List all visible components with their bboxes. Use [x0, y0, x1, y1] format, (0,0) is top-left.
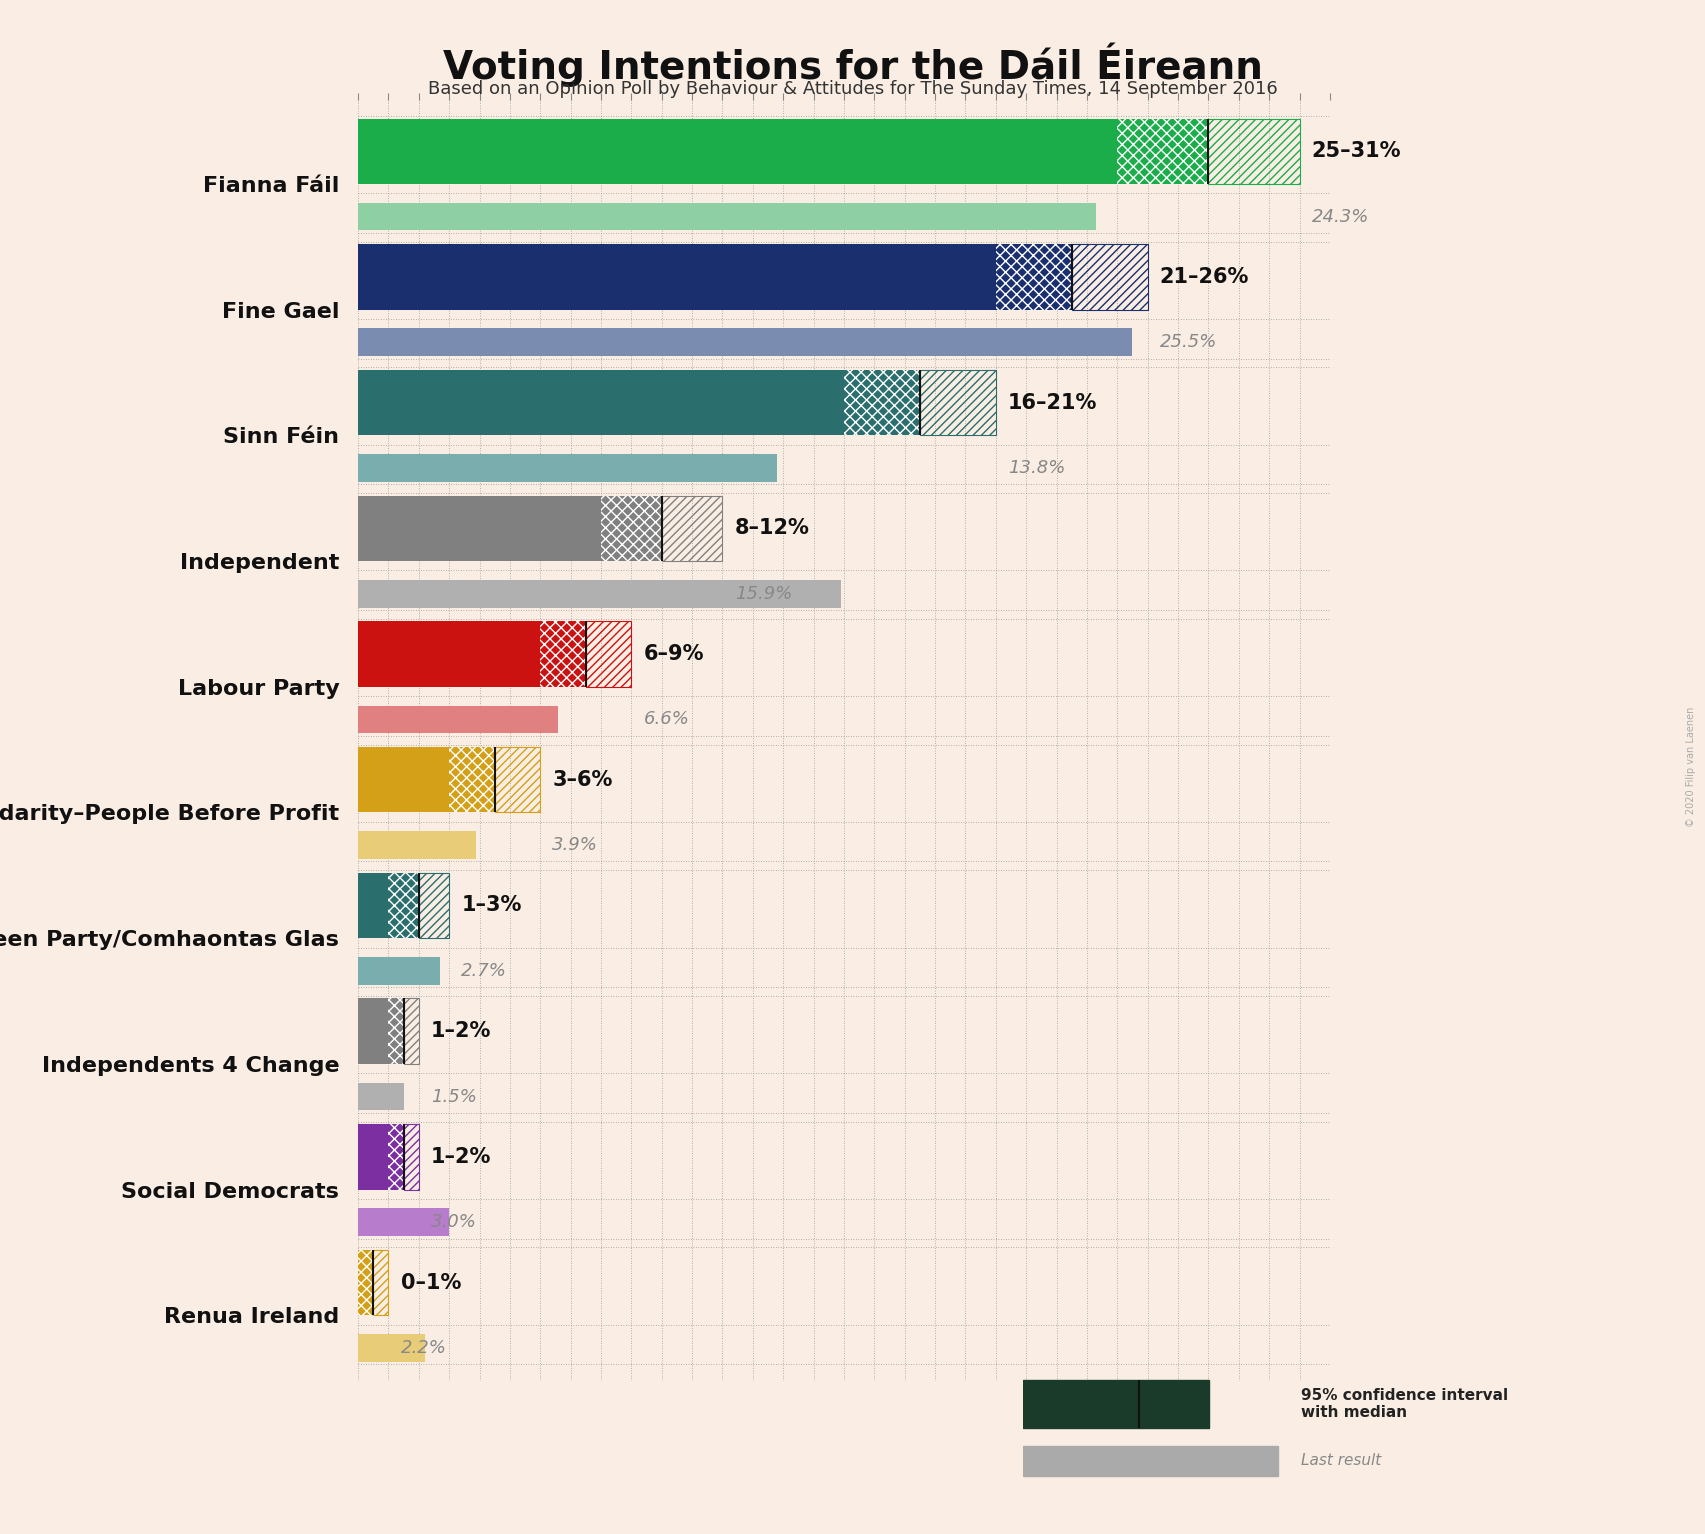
Bar [1023, 1381, 1139, 1428]
Text: 13.8%: 13.8% [1008, 459, 1066, 477]
Bar [1072, 244, 1147, 310]
Bar [358, 118, 1117, 184]
Bar [587, 621, 631, 687]
Bar [389, 1124, 404, 1189]
Bar [358, 999, 389, 1065]
Text: Voting Intentions for the Dáil Éireann: Voting Intentions for the Dáil Éireann [443, 43, 1262, 87]
Bar [358, 1209, 448, 1236]
Bar [662, 495, 723, 561]
Bar [1209, 1381, 1279, 1428]
Bar [358, 1335, 425, 1362]
Bar [1139, 1381, 1209, 1428]
Bar [358, 454, 777, 482]
Bar [404, 1124, 419, 1189]
Bar [404, 999, 419, 1065]
Text: 24.3%: 24.3% [1311, 207, 1369, 225]
Text: © 2020 Filip van Laenen: © 2020 Filip van Laenen [1686, 707, 1696, 827]
Bar [358, 202, 1096, 230]
Text: 25–31%: 25–31% [1311, 141, 1402, 161]
Bar [540, 621, 587, 687]
Text: 3–6%: 3–6% [552, 770, 612, 790]
Text: 8–12%: 8–12% [735, 518, 810, 538]
Text: 6–9%: 6–9% [643, 644, 704, 664]
Text: 21–26%: 21–26% [1159, 267, 1250, 287]
Bar [1209, 118, 1299, 184]
Text: Last result: Last result [1301, 1453, 1381, 1468]
Bar [996, 244, 1072, 310]
Bar [358, 244, 996, 310]
Bar [358, 370, 844, 436]
Bar [358, 706, 559, 733]
Bar [602, 495, 662, 561]
Text: 3.9%: 3.9% [552, 836, 598, 854]
Text: 25.5%: 25.5% [1159, 333, 1217, 351]
Bar [358, 621, 540, 687]
Bar [389, 999, 404, 1065]
Text: 3.0%: 3.0% [431, 1213, 477, 1232]
Text: 0–1%: 0–1% [401, 1273, 460, 1293]
Text: 95% confidence interval
with median: 95% confidence interval with median [1301, 1388, 1509, 1420]
Text: 6.6%: 6.6% [643, 710, 689, 729]
Text: 1–2%: 1–2% [431, 1147, 491, 1167]
Bar [358, 580, 841, 607]
Bar [358, 747, 448, 813]
Bar [373, 1250, 389, 1315]
Text: 1.5%: 1.5% [431, 1088, 477, 1106]
Text: 2.2%: 2.2% [401, 1339, 447, 1358]
Bar [494, 747, 540, 813]
Bar [358, 957, 440, 985]
Text: 16–21%: 16–21% [1008, 393, 1098, 413]
Bar [419, 873, 448, 939]
Bar [1023, 1445, 1279, 1476]
Bar [389, 873, 419, 939]
Text: 1–2%: 1–2% [431, 1022, 491, 1042]
Bar [358, 495, 602, 561]
Text: 2.7%: 2.7% [462, 962, 506, 980]
Text: 1–3%: 1–3% [462, 896, 522, 916]
Bar [358, 831, 476, 859]
Text: 15.9%: 15.9% [735, 584, 793, 603]
Bar [358, 873, 389, 939]
Bar [844, 370, 921, 436]
Bar [1117, 118, 1209, 184]
Text: Based on an Opinion Poll by Behaviour & Attitudes for The Sunday Times, 14 Septe: Based on an Opinion Poll by Behaviour & … [428, 80, 1277, 98]
Bar [358, 1083, 404, 1111]
Bar [358, 1124, 389, 1189]
Bar [448, 747, 494, 813]
Bar [921, 370, 996, 436]
Bar [358, 328, 1132, 356]
Bar [358, 1250, 373, 1315]
